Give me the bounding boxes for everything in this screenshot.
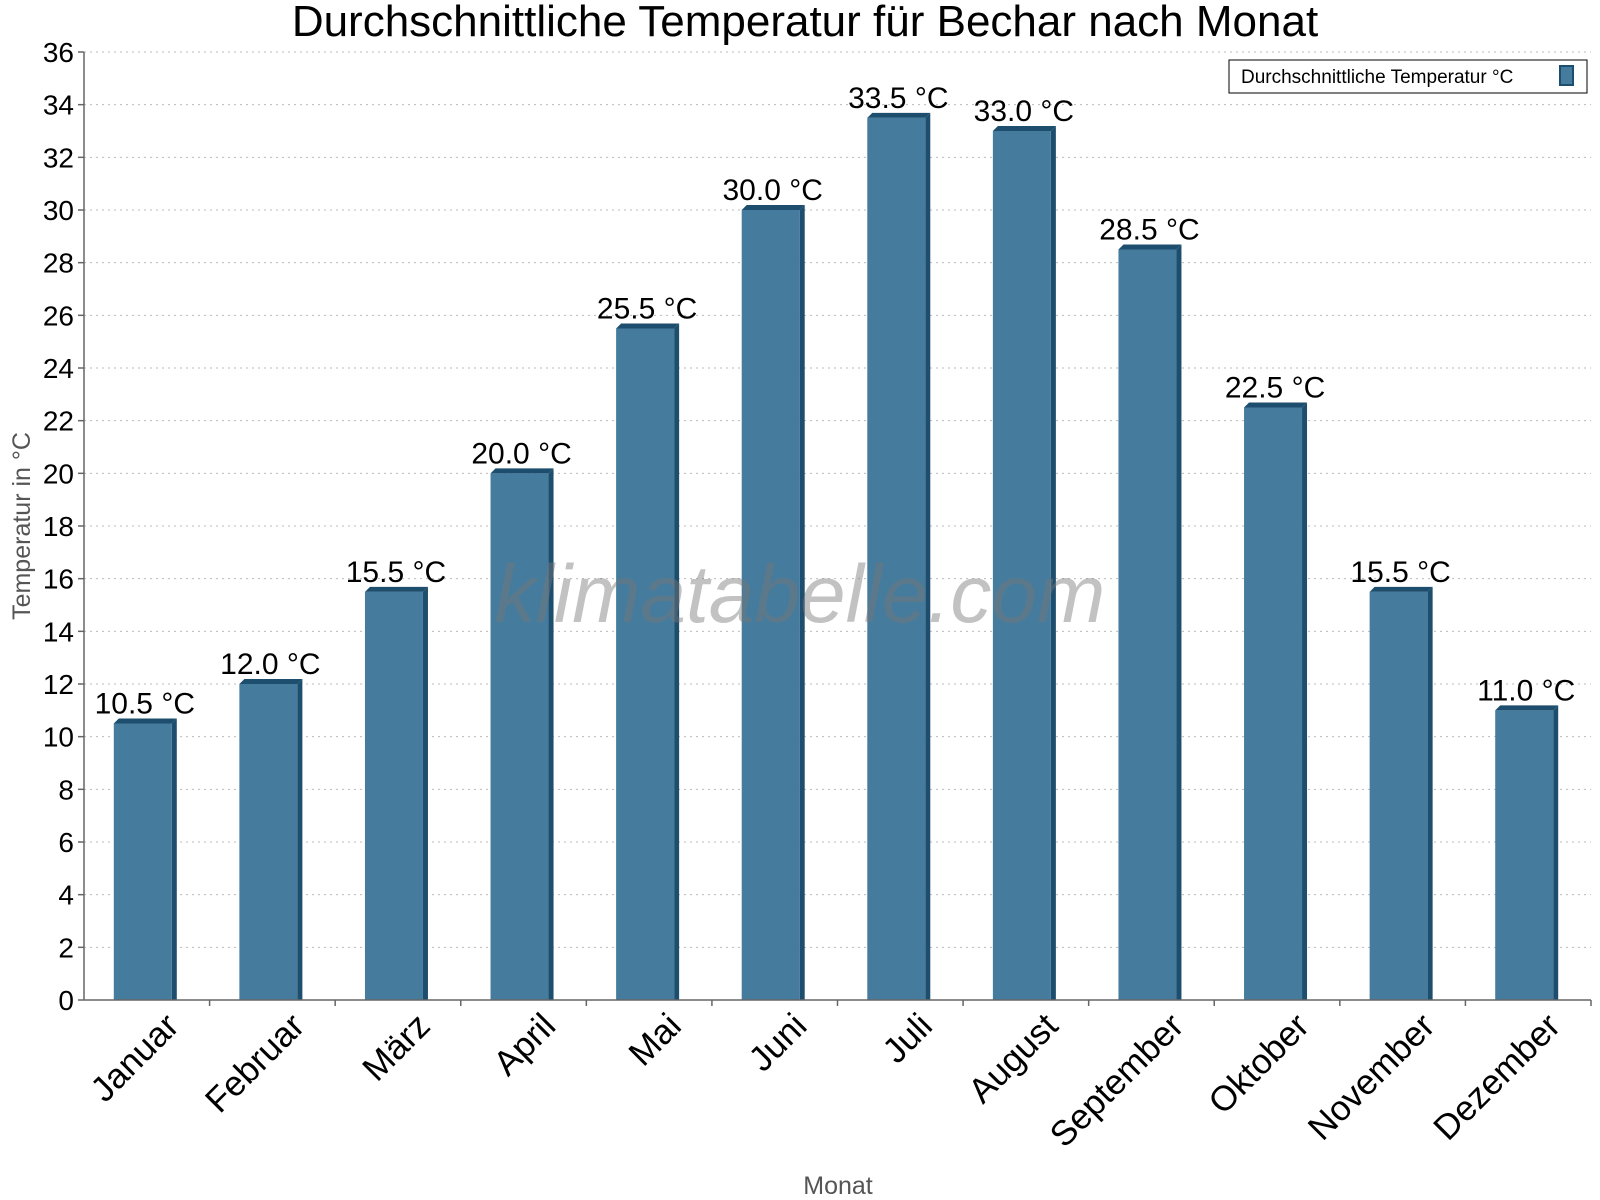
bar xyxy=(1244,407,1303,1000)
y-tick-label: 18 xyxy=(43,511,74,542)
legend-box xyxy=(1228,59,1588,94)
bar xyxy=(867,117,926,1001)
bar xyxy=(364,591,423,1000)
y-tick-label: 22 xyxy=(43,406,74,437)
x-tick-label: Februar xyxy=(198,1006,312,1120)
bar xyxy=(1118,249,1177,1000)
bar xyxy=(992,131,1051,1000)
y-tick-label: 0 xyxy=(58,985,74,1016)
bar-series xyxy=(113,112,1559,1001)
y-axis-title: Temperatur in °C xyxy=(8,432,36,620)
x-tick-label: November xyxy=(1301,1006,1443,1148)
y-tick-label: 24 xyxy=(43,353,74,384)
x-tick-label: Dezember xyxy=(1426,1006,1568,1148)
x-tick-label: Oktober xyxy=(1201,1006,1317,1122)
x-axis-title: Monat xyxy=(803,1172,873,1200)
y-tick-label: 32 xyxy=(43,142,74,173)
y-tick-label: 14 xyxy=(43,616,74,647)
x-tick-label: September xyxy=(1042,1006,1191,1155)
bar-value-label: 10.5 °C xyxy=(95,688,195,721)
bar-top xyxy=(239,679,303,684)
bar-side xyxy=(171,718,177,1000)
bar-value-label: 28.5 °C xyxy=(1099,214,1199,247)
bar xyxy=(1495,710,1554,1000)
bar xyxy=(616,328,675,1000)
y-tick-label: 26 xyxy=(43,300,74,331)
bar-side xyxy=(799,205,805,1000)
x-tick-label: April xyxy=(486,1006,563,1083)
bar-side xyxy=(297,679,303,1000)
y-tick-label: 4 xyxy=(58,880,74,911)
y-tick-label: 8 xyxy=(58,774,74,805)
bar-side xyxy=(1050,126,1056,1000)
chart-title: Durchschnittliche Temperatur für Bechar … xyxy=(292,0,1318,46)
y-tick-label: 12 xyxy=(43,669,74,700)
watermark: klimatabelle.com xyxy=(495,549,1106,640)
x-tick-label: Januar xyxy=(83,1006,186,1109)
x-tick-label: März xyxy=(355,1006,438,1089)
bar-value-label: 11.0 °C xyxy=(1477,674,1575,707)
y-tick-label: 2 xyxy=(58,932,74,963)
bar-side xyxy=(674,323,680,1000)
x-tick-label: Juni xyxy=(741,1006,814,1079)
value-labels: 10.5 °C 12.0 °C 15.5 °C 20.0 °C 25.5 °C 30.0 … xyxy=(95,82,1576,721)
x-tick-label: Juli xyxy=(875,1006,940,1071)
x-tick-label: Mai xyxy=(621,1006,688,1073)
bar xyxy=(490,473,549,1000)
bar-value-label: 33.0 °C xyxy=(974,95,1074,128)
y-tick-label: 20 xyxy=(43,458,74,489)
y-tick-label: 6 xyxy=(58,827,74,858)
bar xyxy=(113,723,172,1000)
bar-top xyxy=(113,718,177,724)
bar-top xyxy=(867,112,931,118)
legend: Durchschnittliche Temperatur °C xyxy=(1228,59,1588,94)
bar-value-label: 20.0 °C xyxy=(471,437,571,470)
bar-value-label: 33.5 °C xyxy=(848,82,948,115)
y-tick-label: 30 xyxy=(43,195,74,226)
legend-label: Durchschnittliche Temperatur °C xyxy=(1241,67,1513,88)
bar-side xyxy=(1427,586,1433,1000)
bar-top xyxy=(1118,244,1182,250)
y-tick-label: 28 xyxy=(43,248,74,279)
legend-swatch xyxy=(1559,65,1574,86)
bar-top xyxy=(1495,705,1559,711)
gridlines xyxy=(84,51,1591,948)
bar-value-label: 15.5 °C xyxy=(346,556,446,589)
bar-top xyxy=(1369,586,1433,592)
bar-side xyxy=(925,112,931,1001)
bar-top xyxy=(364,586,428,592)
bar-top xyxy=(741,205,805,210)
bar-side xyxy=(1553,705,1559,1000)
bar-side xyxy=(1176,244,1182,1000)
bar-side xyxy=(422,586,428,1000)
bar-side xyxy=(548,468,554,1000)
bar-value-label: 22.5 °C xyxy=(1225,372,1325,405)
bar-value-label: 15.5 °C xyxy=(1350,556,1450,589)
x-tick-label: August xyxy=(961,1006,1066,1111)
x-axis-ticks: Januar Februar März April Mai Juni Juli AugustS… xyxy=(83,1000,1592,1155)
bar-top xyxy=(616,323,680,329)
bar-side xyxy=(1302,402,1308,1000)
y-tick-label: 34 xyxy=(43,90,74,121)
bar xyxy=(1369,591,1428,1000)
bar-top xyxy=(1244,402,1308,408)
bar-value-label: 30.0 °C xyxy=(723,174,823,207)
bar-top xyxy=(490,468,554,474)
bar-top xyxy=(992,126,1056,131)
y-tick-label: 10 xyxy=(43,722,74,753)
y-tick-label: 36 xyxy=(43,37,74,68)
bar xyxy=(741,210,800,1000)
bar xyxy=(239,684,298,1000)
bar-value-label: 12.0 °C xyxy=(220,648,320,681)
y-tick-label: 16 xyxy=(43,564,74,595)
bar-value-label: 25.5 °C xyxy=(597,293,697,326)
